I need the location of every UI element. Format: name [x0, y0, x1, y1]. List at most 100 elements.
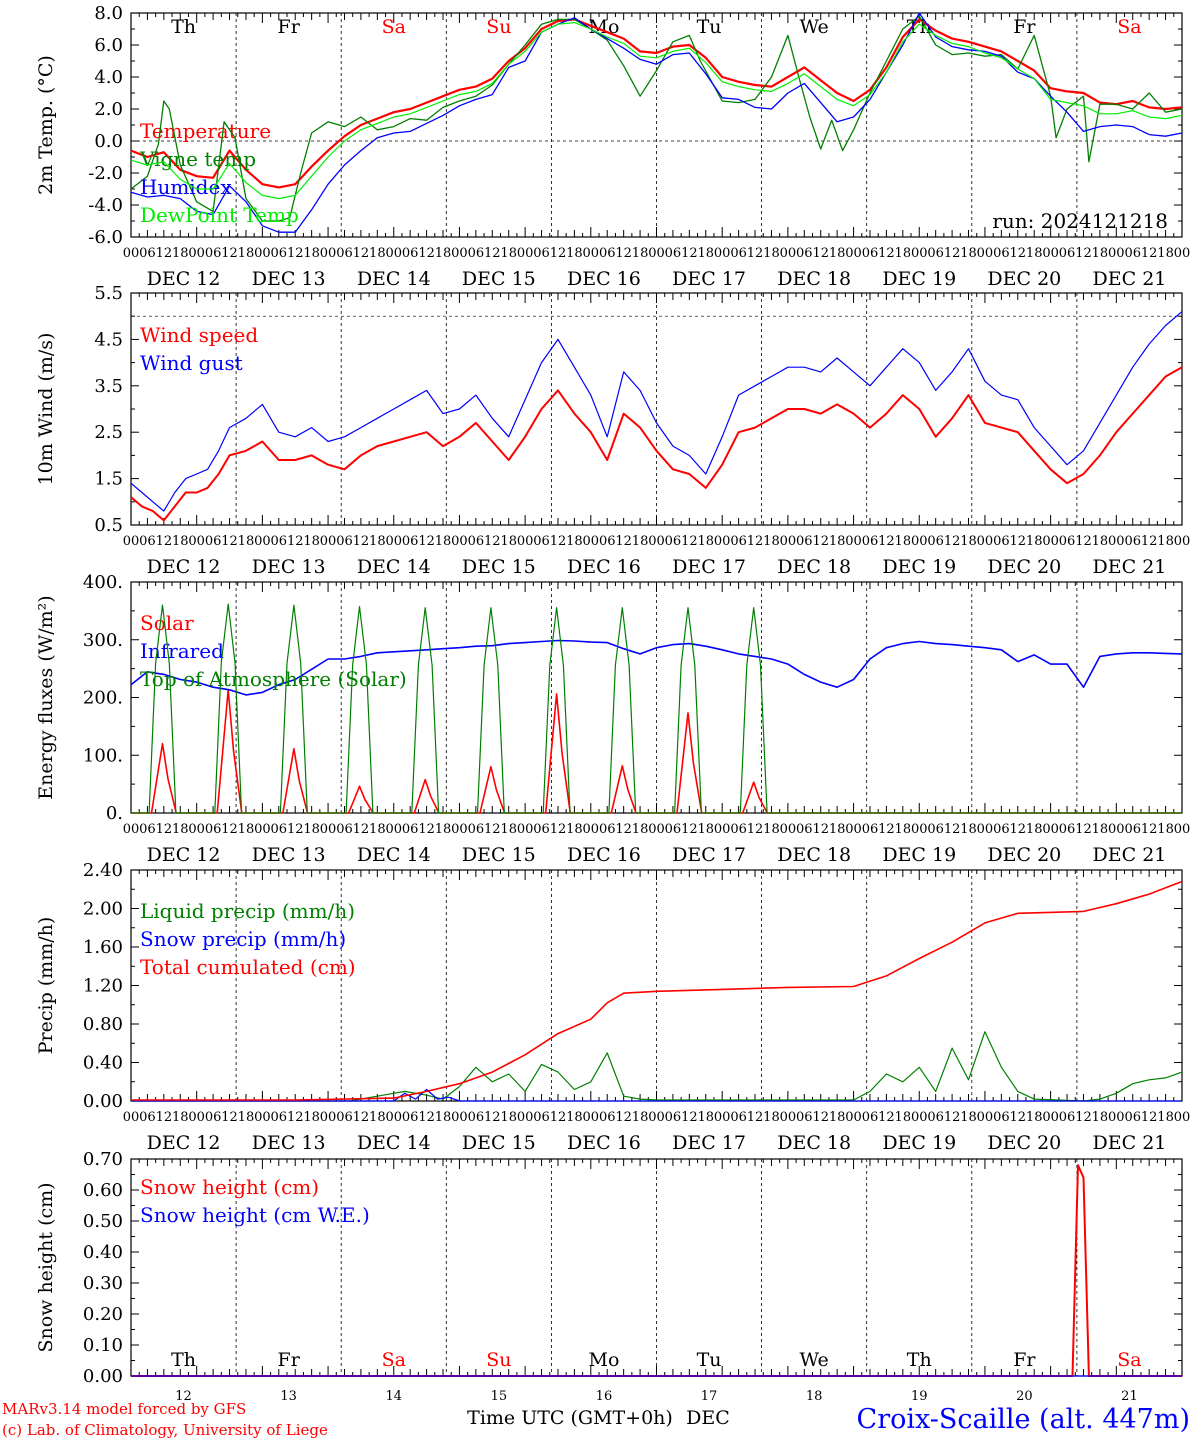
y-tick-label: 3.5: [94, 376, 123, 397]
hour-tick-label: 00: [583, 534, 600, 549]
y-tick-label: 4.5: [94, 329, 123, 350]
hour-tick-label: 06: [665, 1110, 682, 1125]
hour-tick-label: 18: [566, 1110, 583, 1125]
series-line-temperature: [130, 18, 1183, 189]
hour-tick-label: 18: [1092, 822, 1109, 837]
weekday-label: Fr: [1013, 16, 1036, 38]
date-label: DEC 12: [147, 556, 221, 578]
hour-tick-label: 18: [303, 246, 320, 261]
hour-tick-label: 00: [385, 246, 402, 261]
weekday-label: Fr: [278, 1349, 301, 1371]
y-tick-label: 1.60: [83, 937, 123, 958]
y-tick-label: 0.80: [83, 1014, 123, 1035]
hour-tick-label: 18: [369, 534, 386, 549]
y-tick-label: 2.40: [83, 860, 123, 881]
legend-humidex: Humidex: [140, 175, 232, 199]
y-tick-label: 0.50: [83, 1211, 123, 1232]
y-tick-label: 0.00: [83, 1366, 123, 1387]
date-label: DEC 21: [1093, 556, 1167, 578]
hour-tick-label: 18: [369, 1110, 386, 1125]
hour-tick-label: 18: [960, 534, 977, 549]
hour-tick-label: 06: [665, 534, 682, 549]
hour-tick-label: 06: [993, 534, 1010, 549]
series-line-top-of-atmosphere-solar: [131, 603, 1182, 814]
hour-tick-label: 18: [829, 1110, 846, 1125]
hour-tick-label: 00: [780, 822, 797, 837]
hour-tick-label: 18: [895, 534, 912, 549]
weekday-label: Sa: [382, 16, 406, 38]
hour-tick-label: 12: [418, 534, 435, 549]
hour-tick-label: 12: [681, 534, 698, 549]
legend-snow-precip-mm-h: Snow precip (mm/h): [140, 927, 346, 951]
hour-tick-label: 18: [435, 822, 452, 837]
date-label: DEC 19: [882, 844, 956, 866]
day-number-label: 12: [175, 1389, 192, 1404]
date-label: DEC 17: [672, 844, 746, 866]
hour-tick-label: 18: [172, 246, 189, 261]
day-number-label: 17: [701, 1389, 718, 1404]
date-label: DEC 21: [1093, 268, 1167, 290]
hour-tick-label: 00: [385, 822, 402, 837]
y-axis-title: 2m Temp. (°C): [35, 55, 57, 195]
panel-2: 5.54.53.52.51.50.500 06 12 18 00 06 12 18 00 06 12…: [35, 283, 1190, 578]
date-label: DEC 20: [987, 844, 1061, 866]
hour-tick-label: 06: [927, 1110, 944, 1125]
hour-tick-label: 00: [911, 1110, 928, 1125]
hour-tick-label: 06: [927, 822, 944, 837]
hour-tick-label: 18: [238, 534, 255, 549]
hour-tick-label: 18: [632, 822, 649, 837]
date-label: DEC 18: [777, 844, 851, 866]
hour-tick-label: 00: [648, 246, 665, 261]
hour-tick-label: 06: [796, 822, 813, 837]
date-label: DEC 13: [252, 268, 326, 290]
hour-tick-label: 12: [156, 534, 173, 549]
hour-tick-label: 18: [238, 1110, 255, 1125]
hour-tick-label: 00: [451, 822, 468, 837]
hour-tick-label: 18: [895, 822, 912, 837]
day-number-label: 16: [596, 1389, 613, 1404]
hour-tick-label: 12: [221, 822, 238, 837]
legend-dewpoint-temp: DewPoint Temp: [140, 203, 299, 227]
hour-tick-label: 18: [500, 1110, 517, 1125]
y-axis-title: 10m Wind (m/s): [35, 333, 57, 486]
hour-tick-label: 00: [977, 822, 994, 837]
hour-tick-label: 18: [172, 822, 189, 837]
date-label: DEC 20: [987, 1132, 1061, 1154]
hour-tick-label: 12: [418, 1110, 435, 1125]
hour-tick-label: 00: [517, 1110, 534, 1125]
hour-tick-label: 00: [977, 1110, 994, 1125]
hour-tick-label: 00: [845, 822, 862, 837]
hour-tick-label: 12: [944, 822, 961, 837]
hour-tick-label: 06: [599, 1110, 616, 1125]
panel-1: 8.06.04.02.00.0-2.0-4.0-6.000 06 12 18 00 06 1…: [35, 3, 1190, 290]
hour-tick-label: 18: [369, 822, 386, 837]
hour-tick-label: 12: [615, 534, 632, 549]
hour-tick-label: 12: [878, 1110, 895, 1125]
y-tick-label: 0.40: [83, 1053, 123, 1074]
hour-tick-label: 12: [156, 1110, 173, 1125]
hour-tick-label: 18: [697, 822, 714, 837]
hour-tick-label: 12: [944, 534, 961, 549]
legend-solar: Solar: [140, 611, 194, 635]
run-label: run: 2024121218: [992, 209, 1168, 233]
date-label: DEC 21: [1093, 1132, 1167, 1154]
hour-tick-label: 06: [139, 534, 156, 549]
date-label: DEC 20: [987, 268, 1061, 290]
hour-tick-label: 06: [730, 534, 747, 549]
footer-lab: (c) Lab. of Climatology, University of L…: [2, 1421, 328, 1439]
hour-tick-label: 12: [1141, 246, 1158, 261]
hour-tick-label: 06: [927, 246, 944, 261]
hour-tick-label: 18: [172, 1110, 189, 1125]
hour-tick-label: 00: [714, 534, 731, 549]
hour-tick-label: 06: [468, 534, 485, 549]
weekday-label: Th: [171, 16, 196, 38]
hour-tick-label: 06: [205, 246, 222, 261]
hour-tick-label: 12: [484, 246, 501, 261]
y-tick-label: 0.10: [83, 1335, 123, 1356]
date-label: DEC 14: [357, 268, 431, 290]
hour-tick-label: 06: [468, 822, 485, 837]
hour-tick-label: 12: [353, 534, 370, 549]
hour-tick-label: 18: [829, 822, 846, 837]
hour-tick-label: 12: [221, 534, 238, 549]
